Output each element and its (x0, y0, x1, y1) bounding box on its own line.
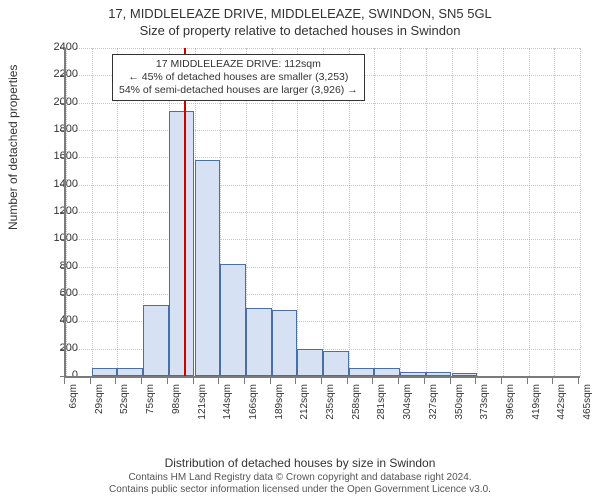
chart-title-block: 17, MIDDLELEAZE DRIVE, MIDDLELEAZE, SWIN… (0, 6, 600, 38)
bar (426, 372, 452, 376)
xtick-label: 189sqm (274, 384, 285, 444)
xtick-label: 419sqm (531, 384, 542, 444)
xtick-label: 52sqm (119, 384, 130, 444)
xtick-mark (270, 378, 271, 384)
vgrid-line (66, 48, 67, 376)
xtick-mark (450, 378, 451, 384)
xtick-mark (552, 378, 553, 384)
xtick-mark (141, 378, 142, 384)
annotation-line3: 54% of semi-detached houses are larger (… (119, 84, 358, 97)
xtick-label: 235sqm (325, 384, 336, 444)
bar (246, 308, 272, 376)
xtick-label: 396sqm (505, 384, 516, 444)
vgrid-line (554, 48, 555, 376)
xtick-label: 6sqm (68, 384, 79, 444)
xtick-mark (501, 378, 502, 384)
bar (272, 310, 298, 376)
bar (220, 264, 246, 376)
xtick-label: 327sqm (428, 384, 439, 444)
vgrid-line (92, 48, 93, 376)
bar (349, 368, 375, 376)
xtick-mark (424, 378, 425, 384)
xtick-label: 281sqm (376, 384, 387, 444)
vgrid-line (426, 48, 427, 376)
bar (143, 305, 169, 376)
xtick-label: 144sqm (222, 384, 233, 444)
xtick-mark (90, 378, 91, 384)
attribution: Contains HM Land Registry data © Crown c… (0, 472, 600, 496)
bar (400, 372, 426, 376)
bar (117, 368, 143, 376)
xtick-mark (578, 378, 579, 384)
vgrid-line (503, 48, 504, 376)
xtick-mark (372, 378, 373, 384)
vgrid-line (374, 48, 375, 376)
xtick-label: 166sqm (248, 384, 259, 444)
xtick-mark (244, 378, 245, 384)
xtick-label: 350sqm (454, 384, 465, 444)
xtick-label: 75sqm (145, 384, 156, 444)
xtick-mark (193, 378, 194, 384)
bar (92, 368, 118, 376)
chart-title-line2: Size of property relative to detached ho… (0, 23, 600, 38)
bar (374, 368, 400, 376)
vgrid-line (580, 48, 581, 376)
y-axis-label: Number of detached properties (6, 65, 20, 230)
xtick-label: 442sqm (556, 384, 567, 444)
xtick-label: 258sqm (351, 384, 362, 444)
chart-container: { "chart": { "type": "histogram", "title… (0, 0, 600, 500)
xtick-mark (347, 378, 348, 384)
bar (323, 351, 349, 376)
xtick-label: 465sqm (582, 384, 593, 444)
xtick-mark (475, 378, 476, 384)
xtick-label: 304sqm (402, 384, 413, 444)
annotation-line1: 17 MIDDLELEAZE DRIVE: 112sqm (119, 58, 358, 71)
bar (452, 373, 478, 376)
xtick-label: 121sqm (197, 384, 208, 444)
xtick-mark (527, 378, 528, 384)
vgrid-line (400, 48, 401, 376)
xtick-mark (167, 378, 168, 384)
bar (169, 111, 195, 376)
xtick-mark (64, 378, 65, 384)
xtick-label: 212sqm (299, 384, 310, 444)
bar (195, 160, 221, 376)
xtick-mark (295, 378, 296, 384)
attribution-line1: Contains HM Land Registry data © Crown c… (0, 472, 600, 484)
plot-area: 17 MIDDLELEAZE DRIVE: 112sqm ← 45% of de… (64, 48, 580, 378)
xtick-label: 98sqm (171, 384, 182, 444)
annotation-line2: ← 45% of detached houses are smaller (3,… (119, 71, 358, 84)
x-axis-label: Distribution of detached houses by size … (0, 456, 600, 470)
xtick-mark (218, 378, 219, 384)
vgrid-line (477, 48, 478, 376)
vgrid-line (529, 48, 530, 376)
vgrid-line (452, 48, 453, 376)
xtick-mark (115, 378, 116, 384)
xtick-mark (398, 378, 399, 384)
attribution-line2: Contains public sector information licen… (0, 484, 600, 496)
chart-title-line1: 17, MIDDLELEAZE DRIVE, MIDDLELEAZE, SWIN… (0, 6, 600, 21)
xtick-mark (321, 378, 322, 384)
xtick-label: 29sqm (94, 384, 105, 444)
bar (297, 349, 323, 376)
xtick-label: 373sqm (479, 384, 490, 444)
annotation-box: 17 MIDDLELEAZE DRIVE: 112sqm ← 45% of de… (112, 54, 365, 101)
